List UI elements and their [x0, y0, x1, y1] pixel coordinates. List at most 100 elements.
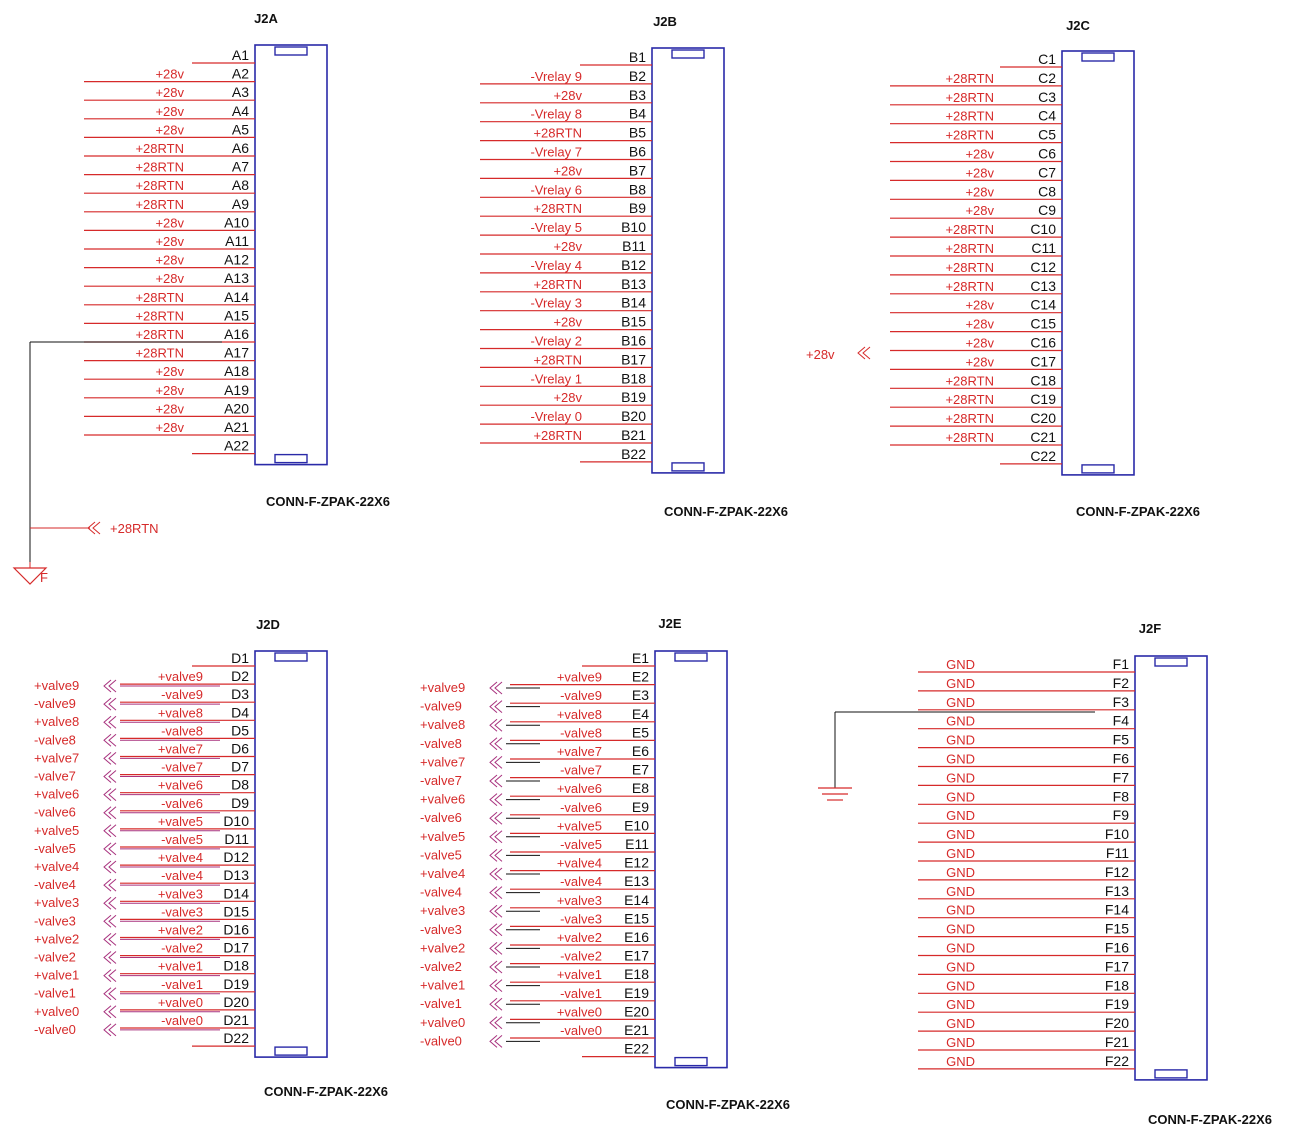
pin-number: D19 — [223, 976, 249, 992]
offpage-label: +valve9 — [420, 680, 465, 695]
pin-number: D13 — [223, 867, 249, 883]
pin-number: D11 — [224, 831, 249, 847]
pin-number: B11 — [622, 238, 646, 254]
j2a-return-network: +28RTN F — [12, 341, 222, 585]
pin-number: E11 — [625, 836, 649, 852]
net-label: +28v — [965, 317, 994, 332]
connector-j2f: J2F CONN-F-ZPAK-22X6 F1 GND F2 GND F3 GND F4 GND F… — [918, 621, 1272, 1127]
connector-j2c: J2C CONN-F-ZPAK-22X6 C1 C2 +28RTN C3 +28RTN C4 +… — [890, 18, 1200, 519]
net-label: +valve5 — [158, 814, 203, 829]
net-label: -Vrelay 4 — [530, 258, 582, 273]
pin-number: C16 — [1030, 335, 1056, 351]
pin-number: B10 — [621, 219, 646, 235]
pin-number: C22 — [1030, 448, 1056, 464]
offpage-label: -valve7 — [420, 773, 462, 788]
connector-key-bottom — [1081, 464, 1115, 474]
net-label: -Vrelay 7 — [530, 145, 582, 160]
pin-number: F20 — [1105, 1015, 1129, 1031]
pin-number: D10 — [223, 813, 249, 829]
pin-number: F17 — [1105, 958, 1129, 974]
offpage-connector-icon — [103, 733, 117, 747]
connector-part: CONN-F-ZPAK-22X6 — [264, 1084, 388, 1099]
net-label: GND — [946, 1016, 975, 1031]
pin-number: F14 — [1105, 902, 1129, 918]
net-label: +28RTN — [533, 352, 582, 367]
net-label: -Vrelay 6 — [530, 182, 582, 197]
net-label: GND — [946, 808, 975, 823]
net-label: -valve4 — [161, 868, 203, 883]
pin-number: D21 — [223, 1012, 249, 1028]
net-label: +28v — [965, 298, 994, 313]
net-label: +28v — [155, 215, 184, 230]
pin-number: E3 — [632, 687, 649, 703]
pin-number: A17 — [224, 345, 249, 361]
offpage-connector-icon — [489, 1016, 503, 1030]
pin-number: A11 — [225, 233, 249, 249]
net-label: GND — [946, 922, 975, 937]
offpage-connector-icon — [103, 987, 117, 1001]
net-label: -valve9 — [161, 687, 203, 702]
connector-key-bottom — [274, 453, 308, 464]
net-label: -valve0 — [560, 1023, 602, 1038]
net-label: +valve1 — [158, 959, 203, 974]
pin-number: E8 — [632, 780, 649, 796]
pin-number: E15 — [624, 910, 649, 926]
connector-key-top — [274, 46, 308, 56]
connector-part: CONN-F-ZPAK-22X6 — [666, 1097, 790, 1112]
pin-number: D18 — [223, 958, 249, 974]
net-label: -valve7 — [560, 763, 602, 778]
pin-number: C15 — [1030, 316, 1056, 332]
net-label: GND — [946, 676, 975, 691]
offpage-connector-icon — [103, 969, 117, 982]
net-label: -valve9 — [560, 688, 602, 703]
pin-number: A20 — [224, 400, 249, 416]
pin-number: A8 — [232, 177, 249, 193]
offpage-label: -valve8 — [34, 732, 76, 747]
net-label: +28v — [965, 203, 994, 218]
connector-key-top — [1154, 657, 1188, 667]
offpage-connector-icon — [103, 770, 117, 783]
pin-number: B18 — [621, 370, 646, 386]
pin-number: D12 — [223, 849, 249, 865]
net-label: GND — [946, 827, 975, 842]
net-label: -Vrelay 8 — [530, 107, 582, 122]
net-label: -valve6 — [161, 796, 203, 811]
offpage-connector-icon — [103, 824, 117, 838]
offpage-label: -valve0 — [420, 1033, 462, 1048]
net-label: +28v — [155, 104, 184, 119]
net-label: +28RTN — [945, 373, 994, 388]
net-label: GND — [946, 865, 975, 880]
offpage-connector-icon — [489, 793, 503, 806]
pin-number: A16 — [224, 326, 249, 342]
pin-number: D8 — [231, 777, 249, 793]
connector-j2d: J2D CONN-F-ZPAK-22X6 D1 D2 +valve9 D3 -valve9 D… — [120, 617, 388, 1099]
connector-ref: J2E — [658, 616, 681, 631]
net-label: +28RTN — [135, 197, 184, 212]
net-label: +28RTN — [135, 160, 184, 175]
offpage-connector-icon — [489, 942, 503, 955]
connector-part: CONN-F-ZPAK-22X6 — [664, 504, 788, 519]
pin-number: E22 — [624, 1041, 649, 1057]
net-label: GND — [946, 770, 975, 785]
net-label: +28RTN — [945, 430, 994, 445]
j2c-28v-offpage: +28v — [806, 346, 871, 362]
pin-number: E6 — [632, 743, 649, 759]
offpage-label: -valve6 — [420, 810, 462, 825]
pin-number: A3 — [232, 84, 249, 100]
pin-number: D3 — [231, 686, 249, 702]
pin-number: F2 — [1113, 675, 1130, 691]
net-label: +28v — [965, 147, 994, 162]
offpage-label: -valve9 — [34, 696, 76, 711]
net-label: -valve5 — [161, 832, 203, 847]
pin-number: D16 — [223, 922, 249, 938]
offpage-label: +valve4 — [420, 866, 465, 881]
net-label: +28v — [553, 163, 582, 178]
net-label: -Vrelay 9 — [530, 69, 582, 84]
pin-number: E1 — [632, 650, 649, 666]
net-label: +valve5 — [557, 818, 602, 833]
pin-number: A18 — [224, 363, 249, 379]
pin-number: F15 — [1105, 921, 1129, 937]
net-label: -Vrelay 0 — [530, 409, 582, 424]
pin-number: E10 — [624, 817, 649, 833]
pin-number: E12 — [624, 855, 649, 871]
